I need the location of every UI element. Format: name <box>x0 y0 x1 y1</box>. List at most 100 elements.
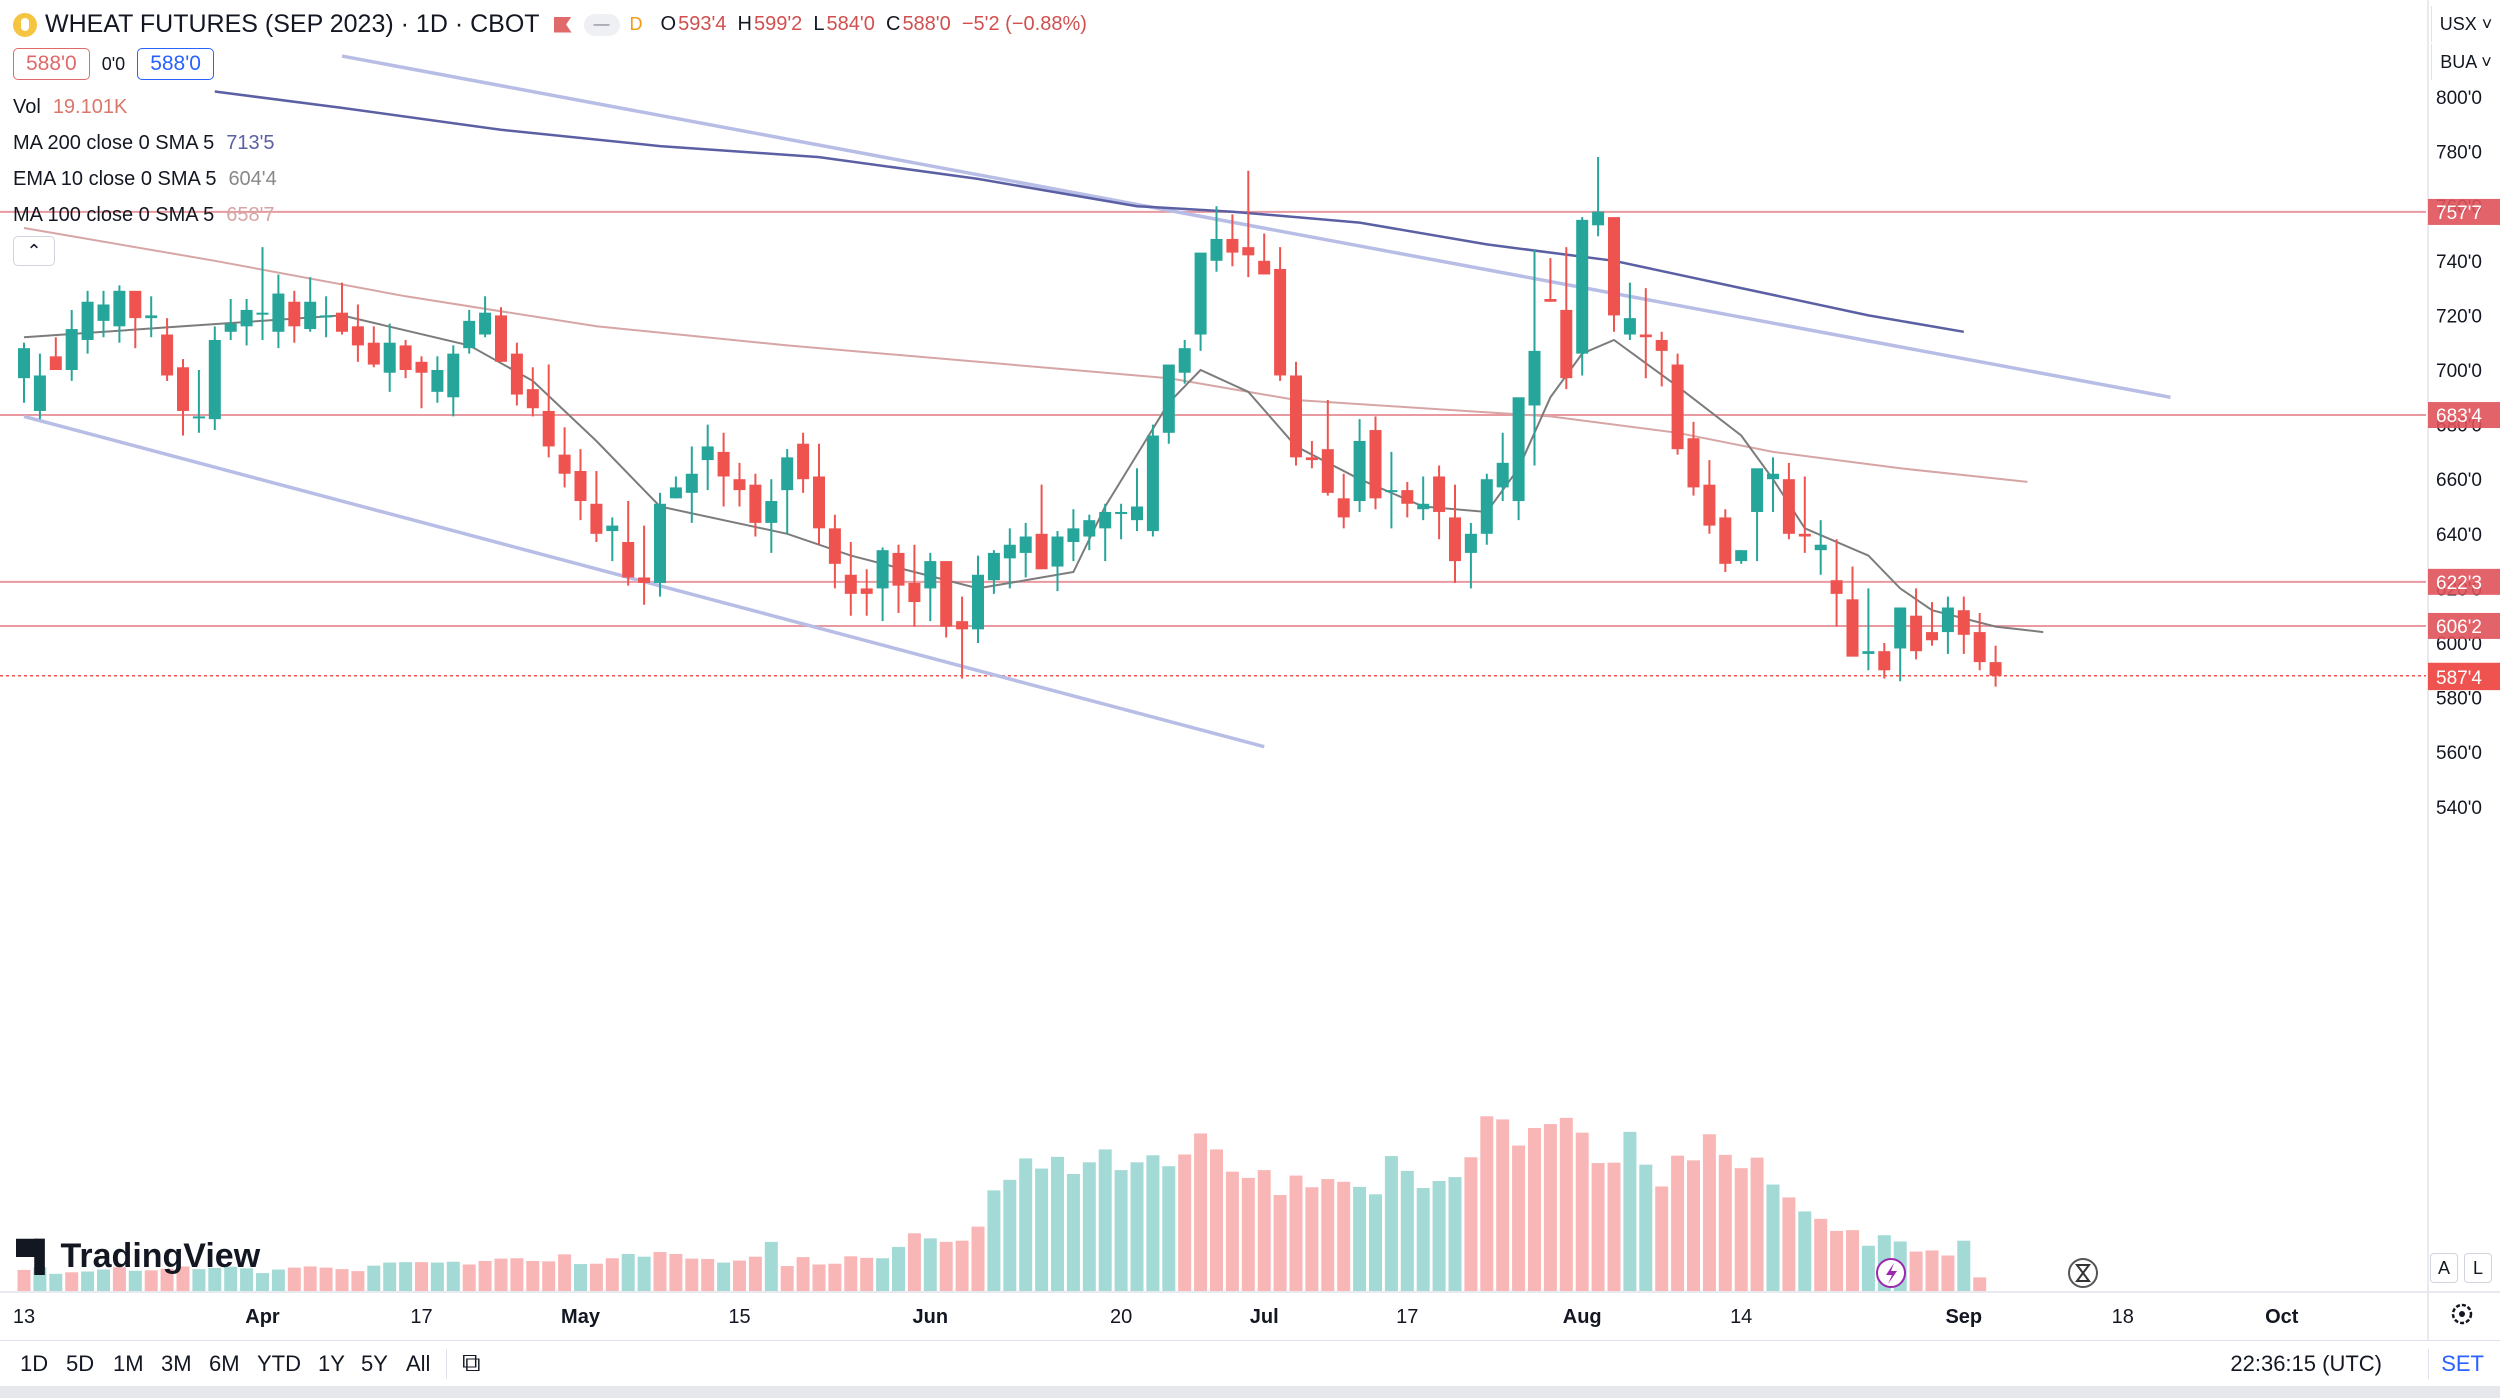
volume-bar <box>637 1256 651 1291</box>
ask-button[interactable]: 588'0 <box>137 48 214 80</box>
candle <box>1703 460 1716 534</box>
x-tick-label: Jun <box>913 1306 949 1328</box>
candle-body <box>685 473 698 493</box>
settings-gear-icon <box>2451 1303 2473 1325</box>
candle-body <box>463 320 476 349</box>
timeframe-5y[interactable]: 5Y <box>361 1351 388 1376</box>
candle <box>1194 252 1207 351</box>
price-label: 587'4 <box>2428 664 2500 691</box>
candle-body <box>876 550 889 589</box>
price-label: 622'3 <box>2428 568 2500 595</box>
volume-bar <box>1321 1179 1335 1291</box>
candle <box>1798 476 1811 553</box>
timeframe-1d[interactable]: 1D <box>20 1351 49 1376</box>
price-label-text: 606'2 <box>2436 617 2482 638</box>
y-tick-label: 700'0 <box>2436 361 2482 382</box>
candle <box>1894 607 1907 682</box>
candle <box>654 492 666 597</box>
chevron-up-icon[interactable]: ⌃ <box>13 236 55 266</box>
log-scale-button[interactable]: L <box>2464 1253 2492 1283</box>
candle-body <box>1989 662 2002 676</box>
volume-bar <box>1671 1155 1685 1291</box>
volume-bar <box>939 1241 953 1291</box>
timeframe-1m[interactable]: 1M <box>113 1351 144 1376</box>
timeframe-all[interactable]: All <box>406 1351 431 1376</box>
indicator-volume[interactable]: Vol 19.101K <box>13 96 128 118</box>
candle <box>351 304 364 362</box>
candle <box>1687 421 1700 496</box>
candle-body <box>1051 536 1064 567</box>
volume-bar <box>1464 1157 1478 1291</box>
candles <box>18 157 2002 687</box>
volume-bar <box>1639 1164 1653 1291</box>
volume-bar <box>192 1269 206 1291</box>
candle <box>336 282 348 335</box>
candle-body <box>240 309 253 327</box>
volume-bar <box>1448 1177 1462 1291</box>
volume-bar <box>144 1270 158 1291</box>
volume-bar <box>240 1268 254 1291</box>
volume-bar <box>1114 1170 1128 1291</box>
candle <box>1989 645 2002 687</box>
timeframe-6m[interactable]: 6M <box>209 1351 240 1376</box>
calendar-range-icon[interactable]: ⧉ <box>462 1347 481 1377</box>
auto-scale-button[interactable]: A <box>2430 1253 2458 1283</box>
candle <box>1846 566 1859 657</box>
candle <box>1401 481 1414 518</box>
candle <box>956 596 969 679</box>
volume-bar <box>1337 1181 1351 1291</box>
currency-selector[interactable]: USX ˅ <box>2431 6 2500 42</box>
volume-bar <box>128 1270 142 1291</box>
candle <box>1719 509 1732 573</box>
volume-bar <box>860 1257 874 1291</box>
y-tick-label: 600'0 <box>2436 634 2482 655</box>
y-tick-label: 660'0 <box>2436 470 2482 491</box>
candle-body <box>272 293 285 332</box>
volume-bar <box>1909 1251 1923 1291</box>
candle <box>161 318 174 381</box>
candle-body <box>1242 247 1255 256</box>
candle-body <box>1910 615 1923 652</box>
volume-bar <box>112 1267 126 1291</box>
indicator-ma100[interactable]: MA 100 close 0 SMA 5 658'7 <box>13 204 275 226</box>
candle <box>685 446 698 523</box>
y-tick-label: 740'0 <box>2436 252 2482 273</box>
timeframe-5d[interactable]: 5D <box>66 1351 95 1376</box>
candle <box>1623 282 1636 340</box>
volume-bar <box>1973 1277 1987 1291</box>
symbol-logo-icon[interactable] <box>13 12 37 37</box>
indicator-ma200[interactable]: MA 200 close 0 SMA 5 713'5 <box>13 132 275 154</box>
x-tick-label: Apr <box>245 1306 280 1328</box>
candle-body <box>606 525 619 532</box>
flag-icon[interactable] <box>553 16 572 33</box>
unit-selector[interactable]: BUA ˅ <box>2431 44 2500 80</box>
price-label-box <box>2428 568 2500 595</box>
bid-button[interactable]: 588'0 <box>13 48 90 80</box>
candle-body <box>1560 309 1573 379</box>
price-chart[interactable]: 13 Apr 17 May 15 Jun 20 Jul 17 Aug 14 Sep 18 Oct 800'… <box>0 0 2500 1340</box>
candle-body <box>526 389 539 409</box>
utc-clock[interactable]: 22:36:15 (UTC) <box>2230 1351 2382 1376</box>
volume-bar <box>351 1271 365 1291</box>
symbol-title[interactable]: WHEAT FUTURES (SEP 2023) · 1D · CBOT <box>45 10 540 38</box>
candle <box>1051 531 1064 592</box>
delay-badge[interactable]: D <box>629 14 643 34</box>
candle <box>622 501 635 586</box>
dash-pill[interactable]: — <box>583 13 620 36</box>
candle-body <box>813 476 825 529</box>
timeframe-3m[interactable]: 3M <box>161 1351 192 1376</box>
timeframe-1y[interactable]: 1Y <box>318 1351 345 1376</box>
volume-bar <box>1003 1179 1017 1291</box>
volume-bar <box>1575 1132 1589 1291</box>
timeframe-ytd[interactable]: YTD <box>257 1351 301 1376</box>
upper-trendline <box>341 54 2171 400</box>
x-tick-label: Oct <box>2265 1306 2299 1328</box>
session-button[interactable]: SET <box>2441 1351 2484 1376</box>
candle-body <box>1496 462 1509 488</box>
candle-body <box>1401 490 1414 504</box>
ohlc-values: O 593'4 H 599'2 L 584'0 C 588'0 −5'2 (−0.88%… <box>660 13 1087 35</box>
bottom-strip <box>0 1386 2500 1398</box>
indicator-ema10[interactable]: EMA 10 close 0 SMA 5 604'4 <box>13 168 277 190</box>
candle <box>1035 484 1048 570</box>
candle-body <box>908 582 921 603</box>
